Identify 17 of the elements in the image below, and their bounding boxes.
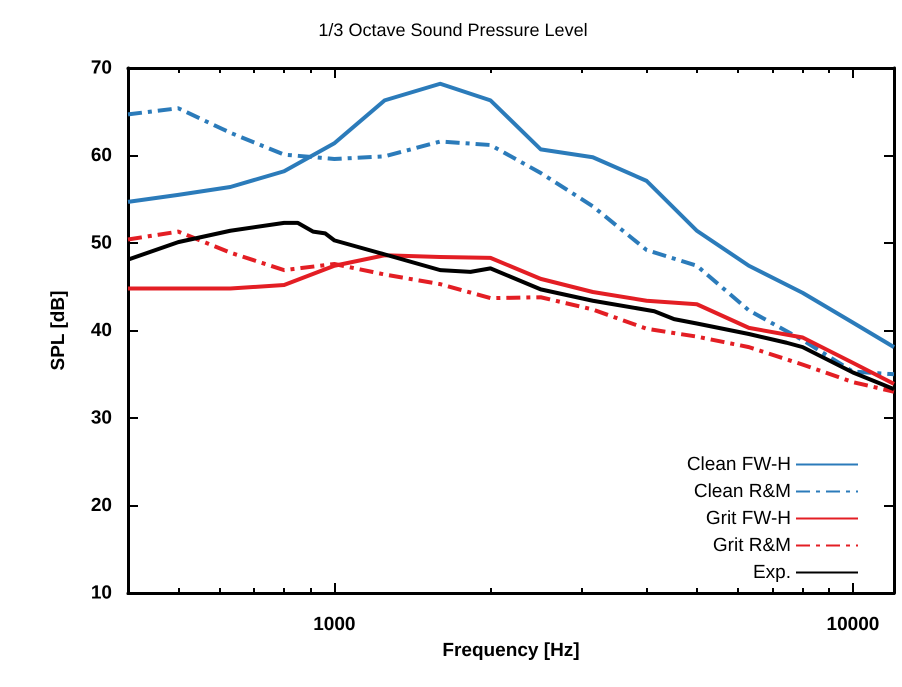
chart-title: 1/3 Octave Sound Pressure Level — [318, 20, 588, 40]
y-tick-label: 50 — [90, 232, 112, 254]
legend-label: Grit FW-H — [706, 508, 791, 529]
x-tick-label: 1000 — [313, 614, 356, 635]
y-tick-label: 20 — [90, 495, 112, 516]
legend-label: Grit R&M — [712, 535, 791, 556]
y-tick-label: 30 — [90, 408, 112, 428]
y-tick-label: 70 — [90, 58, 112, 78]
legend-label: Clean R&M — [694, 481, 791, 502]
legend-label: Exp. — [752, 562, 791, 583]
x-axis-title: Frequency [Hz] — [442, 640, 580, 661]
legend-label: Clean FW-H — [686, 454, 791, 475]
x-tick-label: 10000 — [826, 614, 880, 635]
y-tick-label: 40 — [90, 320, 112, 341]
y-tick-label: 60 — [90, 145, 112, 166]
y-tick-label: 10 — [90, 582, 112, 604]
y-axis-title: SPL [dB] — [48, 290, 69, 370]
